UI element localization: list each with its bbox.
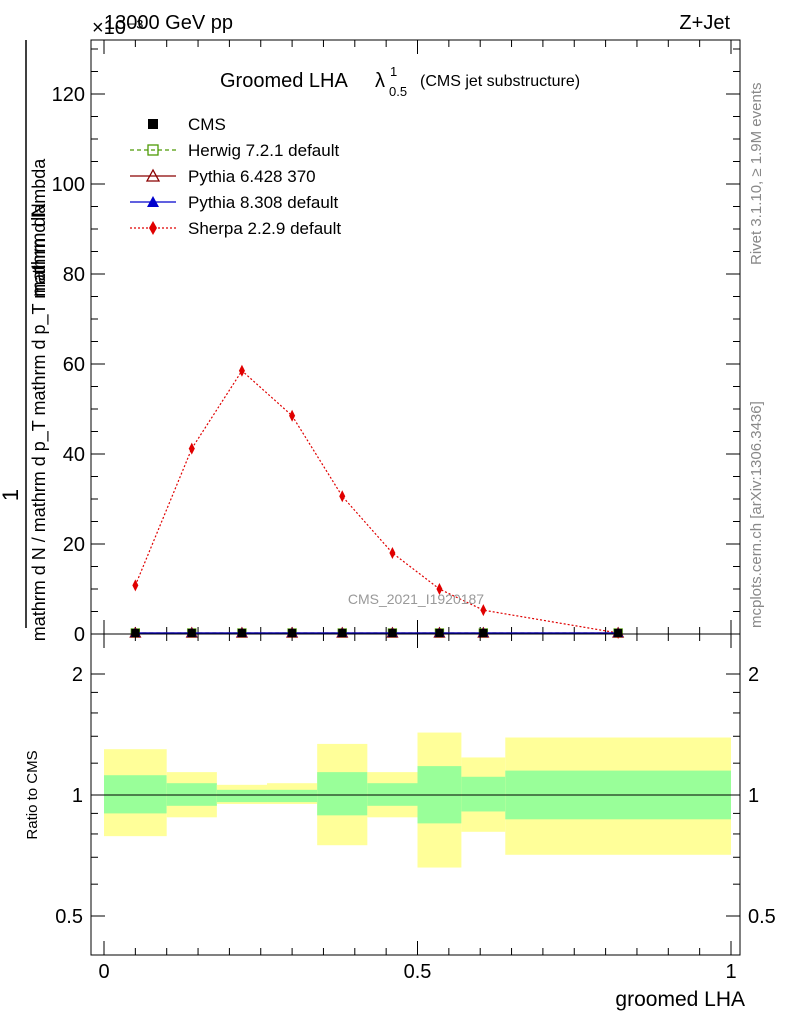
legend-item-herwig-7-2-1-default: Herwig 7.2.1 default bbox=[130, 141, 339, 160]
data-point-cms bbox=[614, 629, 623, 637]
x-axis-label: groomed LHA bbox=[615, 988, 745, 1011]
data-point-cms bbox=[288, 629, 297, 637]
data-point-cms bbox=[388, 629, 397, 637]
ratio-inner-band bbox=[367, 783, 418, 806]
y-tick-label: 40 bbox=[63, 444, 85, 466]
legend-item-sherpa-2-2-9-default: Sherpa 2.2.9 default bbox=[130, 219, 341, 238]
ratio-inner-band bbox=[166, 783, 217, 806]
plot-title: Groomed LHA λ 1 0.5 (CMS jet substructur… bbox=[220, 64, 580, 99]
ratio-inner-band bbox=[317, 772, 368, 816]
ratio-y-tick-label: 1 bbox=[72, 785, 83, 807]
ratio-inner-band bbox=[216, 789, 268, 803]
title-lambda-sup: 1 bbox=[390, 64, 397, 79]
legend-item-pythia-6-428-370: Pythia 6.428 370 bbox=[130, 167, 316, 186]
data-point-sherpa-2-2-9-default bbox=[480, 604, 487, 617]
data-point-sherpa-2-2-9-default bbox=[436, 583, 443, 595]
ratio-bands bbox=[104, 732, 731, 868]
ratio-inner-band bbox=[461, 776, 506, 812]
legend-label: Pythia 6.428 370 bbox=[188, 167, 316, 186]
main-y-ticks: 0 20 40 60 80 100 120 bbox=[52, 48, 740, 646]
y-tick-label: 20 bbox=[63, 534, 85, 556]
rivet-version-label: Rivet 3.1.10, ≥ 1.9M events bbox=[748, 83, 765, 266]
data-point-cms bbox=[187, 629, 196, 637]
y-tick-label: 60 bbox=[63, 354, 85, 376]
x-tick-label: 0.5 bbox=[404, 961, 432, 983]
legend-marker bbox=[147, 196, 159, 207]
ratio-y-tick-label-right: 1 bbox=[748, 785, 759, 807]
legend-marker bbox=[149, 221, 157, 235]
ratio-x-ticks: 0 0.5 1 bbox=[98, 634, 737, 983]
ratio-inner-band bbox=[267, 789, 318, 803]
series-sherpa-2-2-9-default bbox=[132, 364, 622, 639]
ratio-y-tick-label: 2 bbox=[72, 664, 83, 686]
main-series-group bbox=[129, 364, 625, 639]
exponent-label: ×10⁻³ bbox=[92, 17, 143, 39]
legend: CMS Herwig 7.2.1 default Pythia 6.428 370 P… bbox=[130, 115, 341, 238]
title-lambda: λ bbox=[375, 70, 385, 92]
title-suffix: (CMS jet substructure) bbox=[420, 73, 580, 90]
legend-marker bbox=[148, 119, 158, 129]
main-panel: 0 20 40 60 80 100 120 CMS_2021_I1920187 Groome… bbox=[52, 39, 741, 646]
legend-label: Pythia 8.308 default bbox=[188, 193, 339, 212]
y-label-one: 1 bbox=[0, 489, 23, 501]
legend-label: Herwig 7.2.1 default bbox=[188, 141, 339, 160]
ratio-inner-band bbox=[104, 775, 167, 814]
y-tick-label: 80 bbox=[63, 264, 85, 286]
ratio-y-label: Ratio to CMS bbox=[24, 750, 41, 839]
mcplots-label: mcplots.cern.ch [arXiv:1306.3436] bbox=[748, 401, 765, 628]
process-label: Z+Jet bbox=[679, 12, 730, 34]
ratio-y-tick-label-right: 0.5 bbox=[748, 906, 776, 928]
ratio-panel: 0.5 0.51 12 2 0 0.5 1 bbox=[55, 633, 776, 983]
energy-label: 13000 GeV pp bbox=[104, 12, 233, 34]
y-tick-label: 0 bbox=[74, 624, 85, 646]
ratio-y-tick-label: 0.5 bbox=[55, 906, 83, 928]
title-lambda-sub: 0.5 bbox=[389, 84, 407, 99]
legend-item-cms: CMS bbox=[148, 115, 226, 134]
y-label-denominator: mathrm d N / mathrm d p_T mathrm d p_T m… bbox=[29, 158, 50, 641]
y-tick-label: 120 bbox=[52, 84, 85, 106]
data-point-sherpa-2-2-9-default bbox=[289, 409, 296, 422]
x-tick-label: 1 bbox=[725, 961, 736, 983]
title-main: Groomed LHA bbox=[220, 70, 348, 92]
data-point-sherpa-2-2-9-default bbox=[188, 442, 195, 455]
data-point-cms bbox=[338, 629, 347, 637]
analysis-label: CMS_2021_I1920187 bbox=[348, 591, 484, 607]
data-point-cms bbox=[479, 629, 488, 637]
y-label-numerator: mathrm dN bbox=[29, 203, 50, 297]
data-point-sherpa-2-2-9-default bbox=[132, 579, 139, 592]
y-tick-label: 100 bbox=[52, 174, 85, 196]
x-tick-label: 0 bbox=[98, 961, 109, 983]
data-point-sherpa-2-2-9-default bbox=[339, 490, 346, 503]
ratio-y-tick-label-right: 2 bbox=[748, 664, 759, 686]
legend-marker bbox=[147, 144, 159, 156]
series-cms bbox=[131, 629, 623, 637]
legend-label: CMS bbox=[188, 115, 226, 134]
data-point-cms bbox=[237, 629, 246, 637]
legend-marker bbox=[145, 168, 161, 182]
data-point-cms bbox=[131, 629, 140, 637]
data-point-cms bbox=[435, 629, 444, 637]
data-point-sherpa-2-2-9-default bbox=[238, 364, 245, 377]
legend-item-pythia-8-308-default: Pythia 8.308 default bbox=[130, 193, 339, 212]
legend-label: Sherpa 2.2.9 default bbox=[188, 219, 341, 238]
series-pythia-8-308-default bbox=[130, 628, 624, 637]
ratio-y-ticks: 0.5 0.5 1 1 2 2 bbox=[55, 664, 776, 928]
data-point-sherpa-2-2-9-default bbox=[389, 547, 396, 559]
